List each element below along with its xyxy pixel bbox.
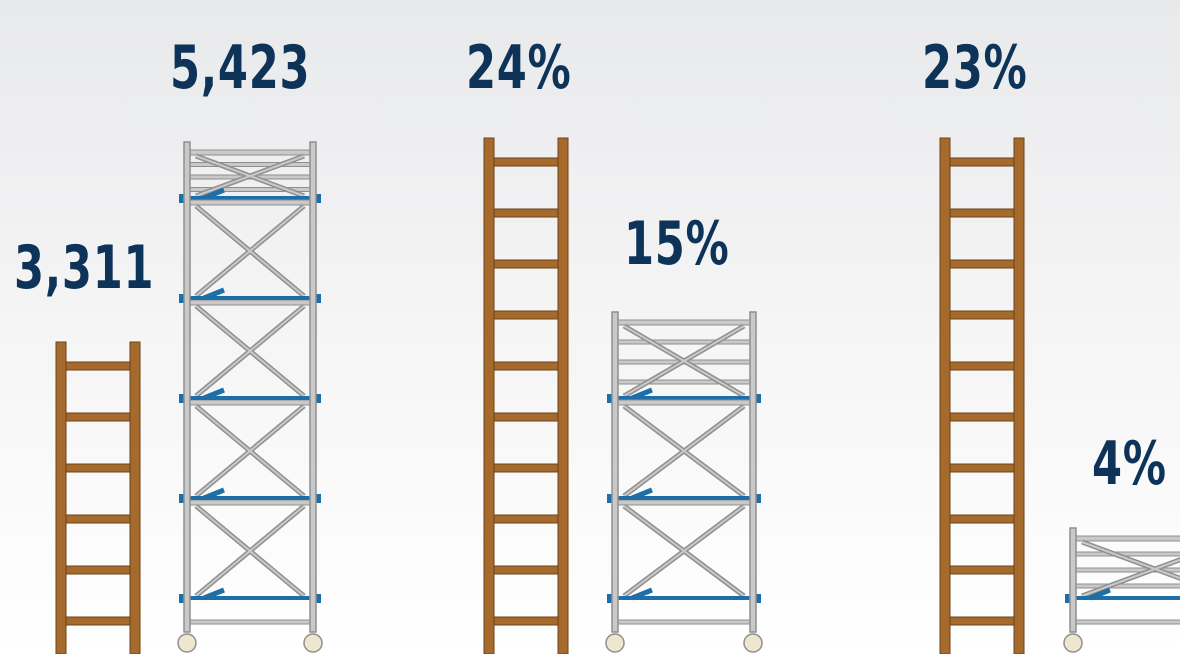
group-3-scaffold-bar xyxy=(1063,527,1180,653)
group-3-ladder-bar xyxy=(939,137,1025,654)
group-1-scaffold-bar xyxy=(177,141,323,653)
group-3-ladder-value-label: 23% xyxy=(922,33,1028,103)
group-2-ladder-bar xyxy=(483,137,569,654)
group-1-ladder-value-label: 3,311 xyxy=(14,233,155,303)
group-3-scaffold-value-label: 4% xyxy=(1092,429,1167,499)
group-2-ladder-value-label: 24% xyxy=(466,33,572,103)
group-2-scaffold-value-label: 15% xyxy=(624,209,730,279)
group-1-scaffold-value-label: 5,423 xyxy=(170,33,311,103)
group-1-ladder-bar xyxy=(55,341,141,654)
group-2-scaffold-bar xyxy=(605,311,763,653)
